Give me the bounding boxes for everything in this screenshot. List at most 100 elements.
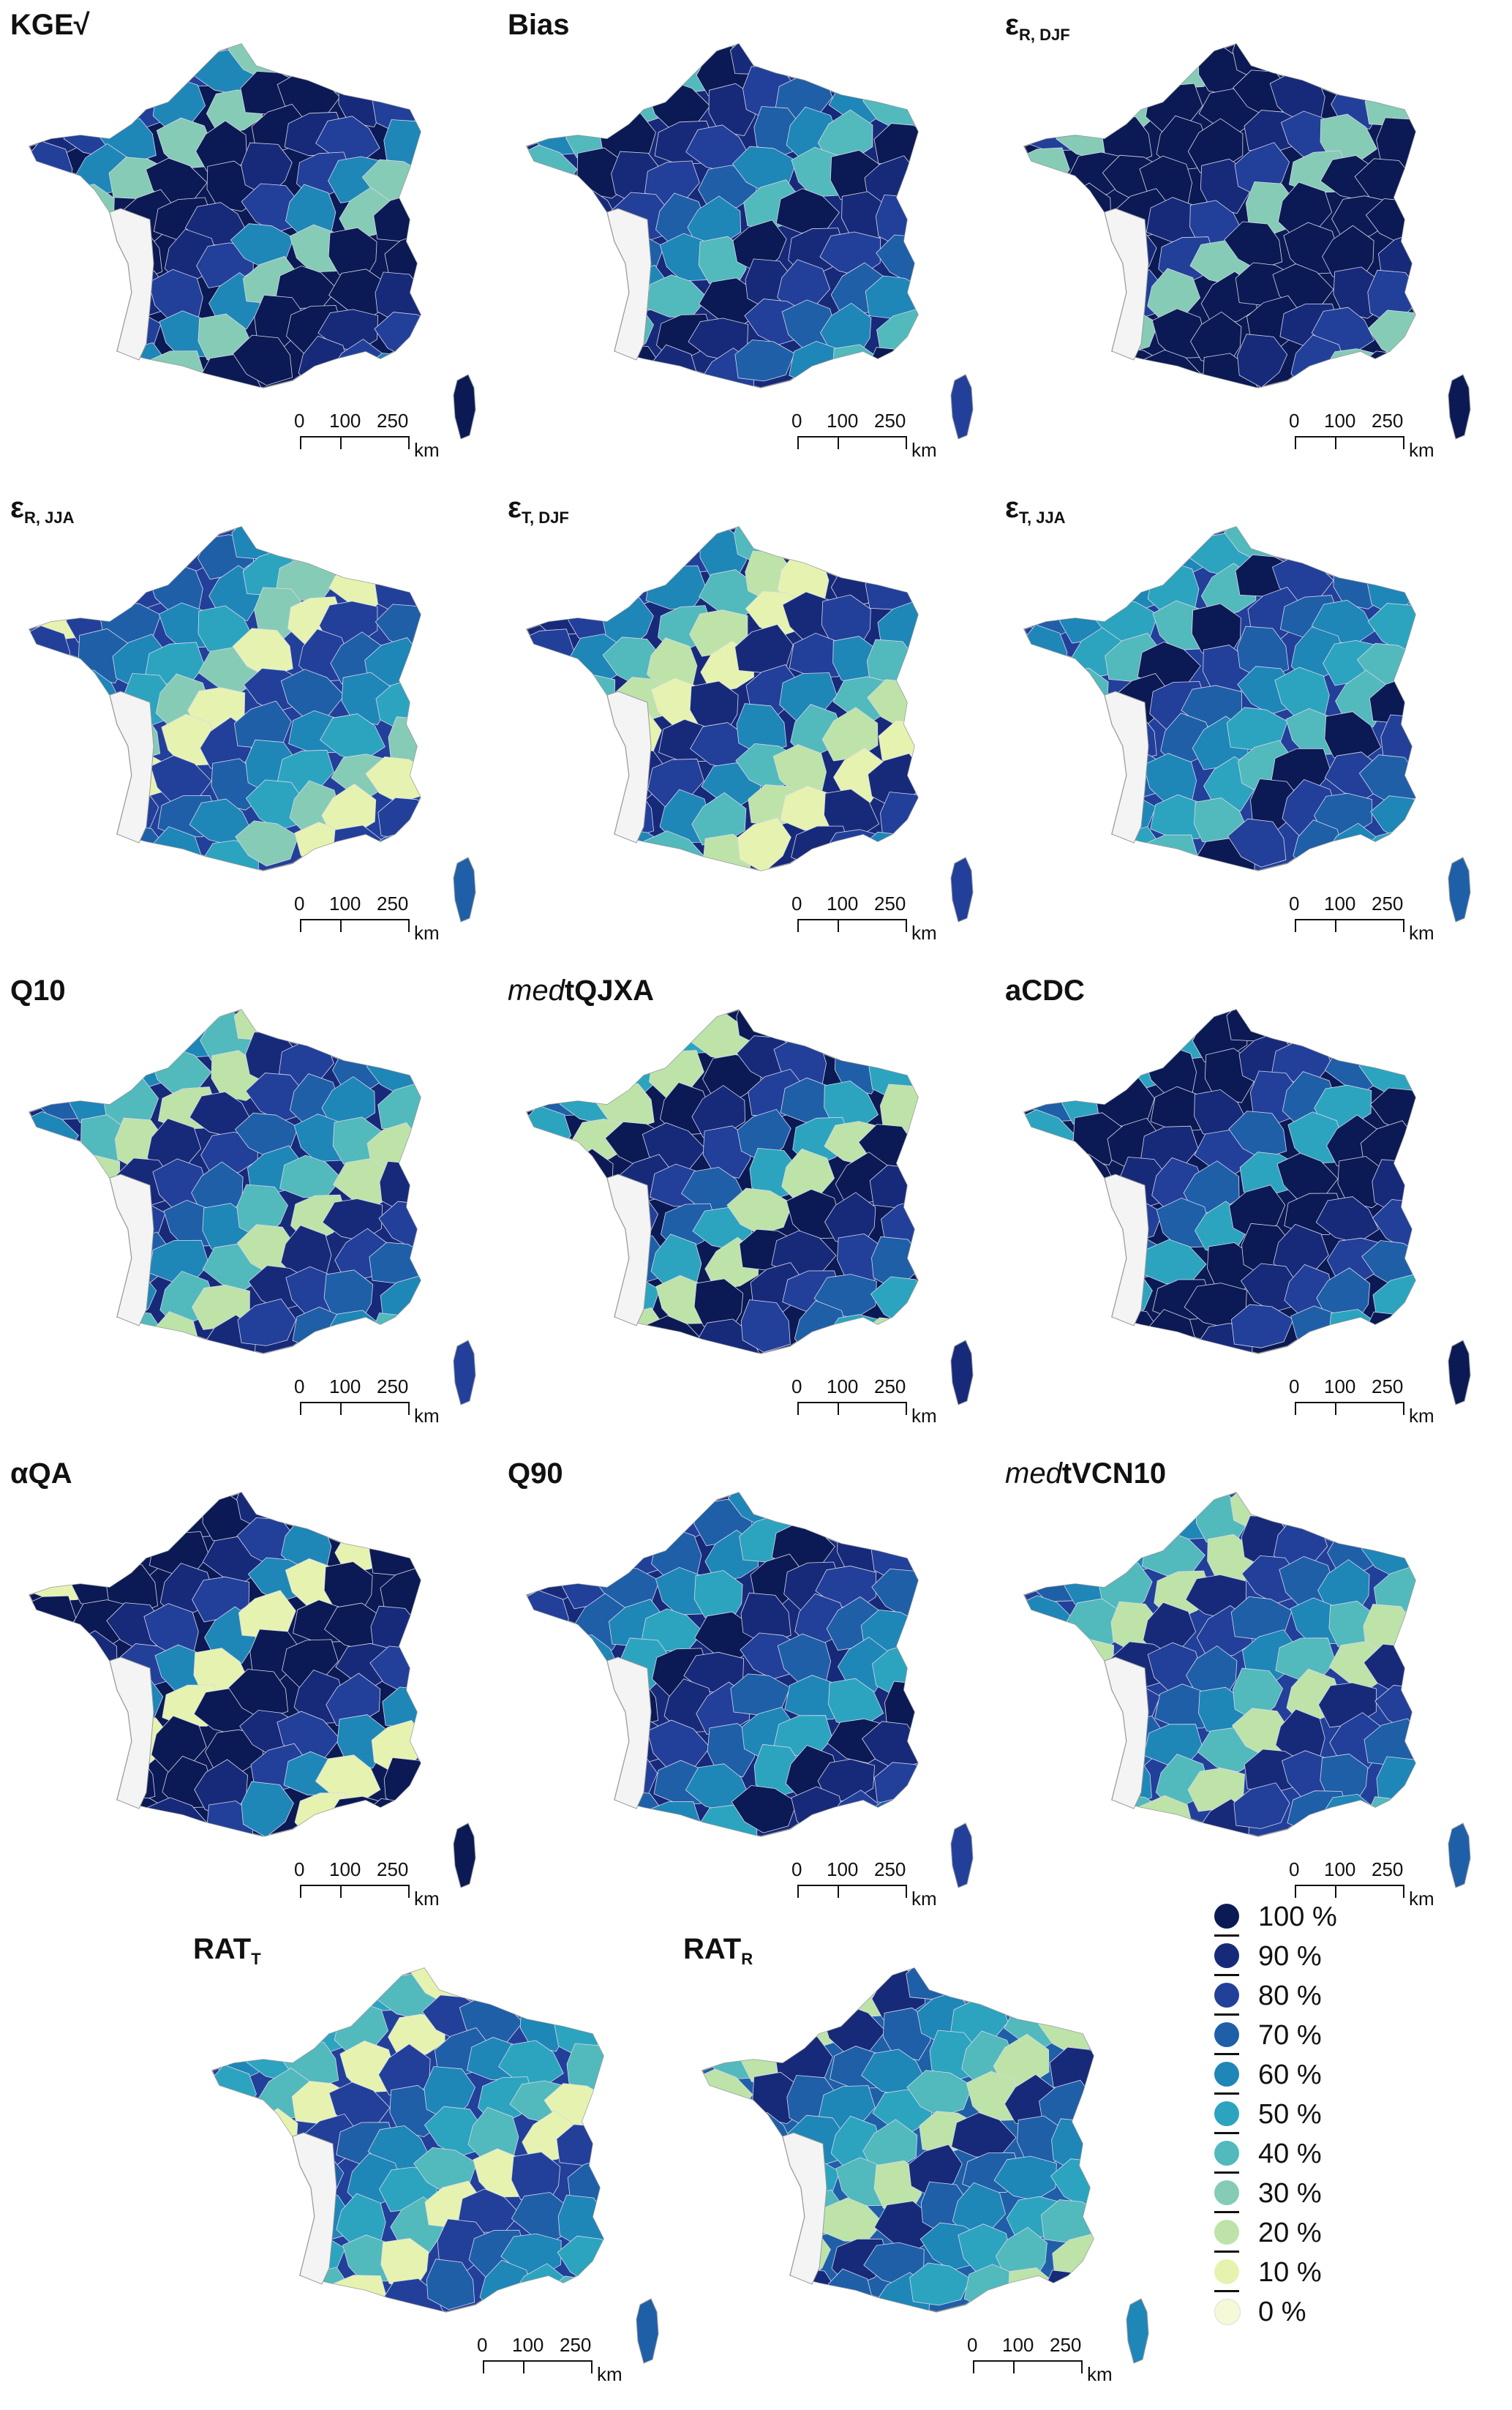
map-panel-erdjf: εR, DJF 0 100 250 km [995,0,1492,468]
catchment [1024,705,1069,749]
scale-unit: km [597,2363,623,2385]
catchment [879,1084,918,1138]
catchment [884,44,918,94]
ungauged-area [606,1174,652,1326]
catchment [865,567,918,610]
catchment [1024,745,1075,795]
france-map [28,526,476,923]
panel-title: RATR [683,1934,753,1967]
scale-label: 0 [1289,1375,1300,1397]
catchment [56,740,113,795]
catchment [606,1493,658,1540]
catchment [527,1034,582,1081]
scale-label: 250 [1372,893,1404,915]
catchment [315,1754,381,1804]
catchment [156,117,212,169]
legend-separator [1214,2053,1239,2055]
catchment [743,2224,792,2278]
catchment [29,667,88,712]
panel-title: Q10 [10,976,66,1005]
catchment [110,527,163,573]
ungauged-area [109,208,154,361]
catchment [527,1631,587,1679]
scale-label: 100 [329,1858,361,1880]
catchment [1141,1239,1207,1285]
catchment [559,785,623,833]
panel-title: αQA [10,1459,72,1488]
catchment [557,259,609,317]
catchment [532,1742,582,1795]
corsica [453,374,476,440]
scale-label: 0 [791,410,802,432]
catchment-group [29,1010,421,1354]
catchment [54,558,116,602]
scale-label: 100 [512,2334,544,2356]
map-panel-aqa: αQA 0 100 250 km [0,1449,497,1917]
catchment [29,778,84,829]
legend-label: 70 % [1258,2020,1322,2051]
catchment [212,2257,253,2309]
panel-title-text: ε [1005,9,1019,41]
catchment [104,1493,166,1534]
catchment [572,1493,630,1533]
catchment [102,1010,161,1054]
catchment [1024,219,1072,269]
catchment [383,119,421,171]
scale-label: 250 [1372,410,1404,432]
map-panel-medtvcn10: medtVCN10 0 100 250 km [995,1449,1492,1917]
catchment [232,334,293,386]
catchment [29,1708,85,1754]
scale-unit: km [414,922,440,944]
legend-label: 0 % [1258,2297,1306,2327]
catchment [59,1155,121,1200]
scale-label: 0 [294,1375,305,1397]
scale-unit: km [911,1405,937,1427]
scale-unit: km [1409,922,1434,944]
catchment [603,1010,661,1050]
legend-separator [1214,2211,1239,2213]
catchment [148,1239,210,1283]
catchment [34,293,88,349]
legend-item: 10 % [1207,2258,1470,2287]
catchment [29,333,71,384]
catchment [320,1010,385,1054]
catchment [1100,44,1159,84]
catchment [1047,556,1112,604]
catchment [379,1493,421,1540]
scale-label: 250 [1372,1375,1404,1397]
catchment [734,624,794,674]
catchment [557,552,609,608]
ungauged-area [292,2132,337,2285]
scale-label: 100 [1324,1858,1356,1880]
panel-title-prefix: med [508,975,565,1007]
panel-title-text: ε [508,492,522,524]
catchment [290,527,354,565]
catchment [29,737,79,794]
catchment [1275,1637,1336,1680]
catchment [1375,45,1415,90]
legend-item: 50 % [1207,2100,1470,2129]
catchment [29,140,73,196]
scale-label: 250 [874,1858,906,1880]
scale-label: 100 [1002,2334,1034,2356]
catchment [29,1779,74,1836]
catchment [736,703,787,755]
catchment [876,528,918,575]
catchment [1024,331,1068,386]
catchment [498,2040,564,2088]
catchment [1050,1041,1110,1089]
catchment [1372,1199,1415,1250]
catchment [527,549,573,601]
catchment [702,2180,749,2233]
legend-item: 70 % [1207,2021,1470,2050]
legend-item: 30 % [1207,2179,1470,2208]
catchment [323,1493,383,1538]
catchment [256,1968,306,2011]
map-panel-q90: Q90 0 100 250 km [497,1449,995,1917]
catchment [212,2146,259,2191]
catchment [527,337,576,380]
catchment [30,1749,90,1790]
scale-label: 0 [477,2334,488,2356]
scale-label: 0 [294,893,305,915]
catchment [29,69,83,113]
